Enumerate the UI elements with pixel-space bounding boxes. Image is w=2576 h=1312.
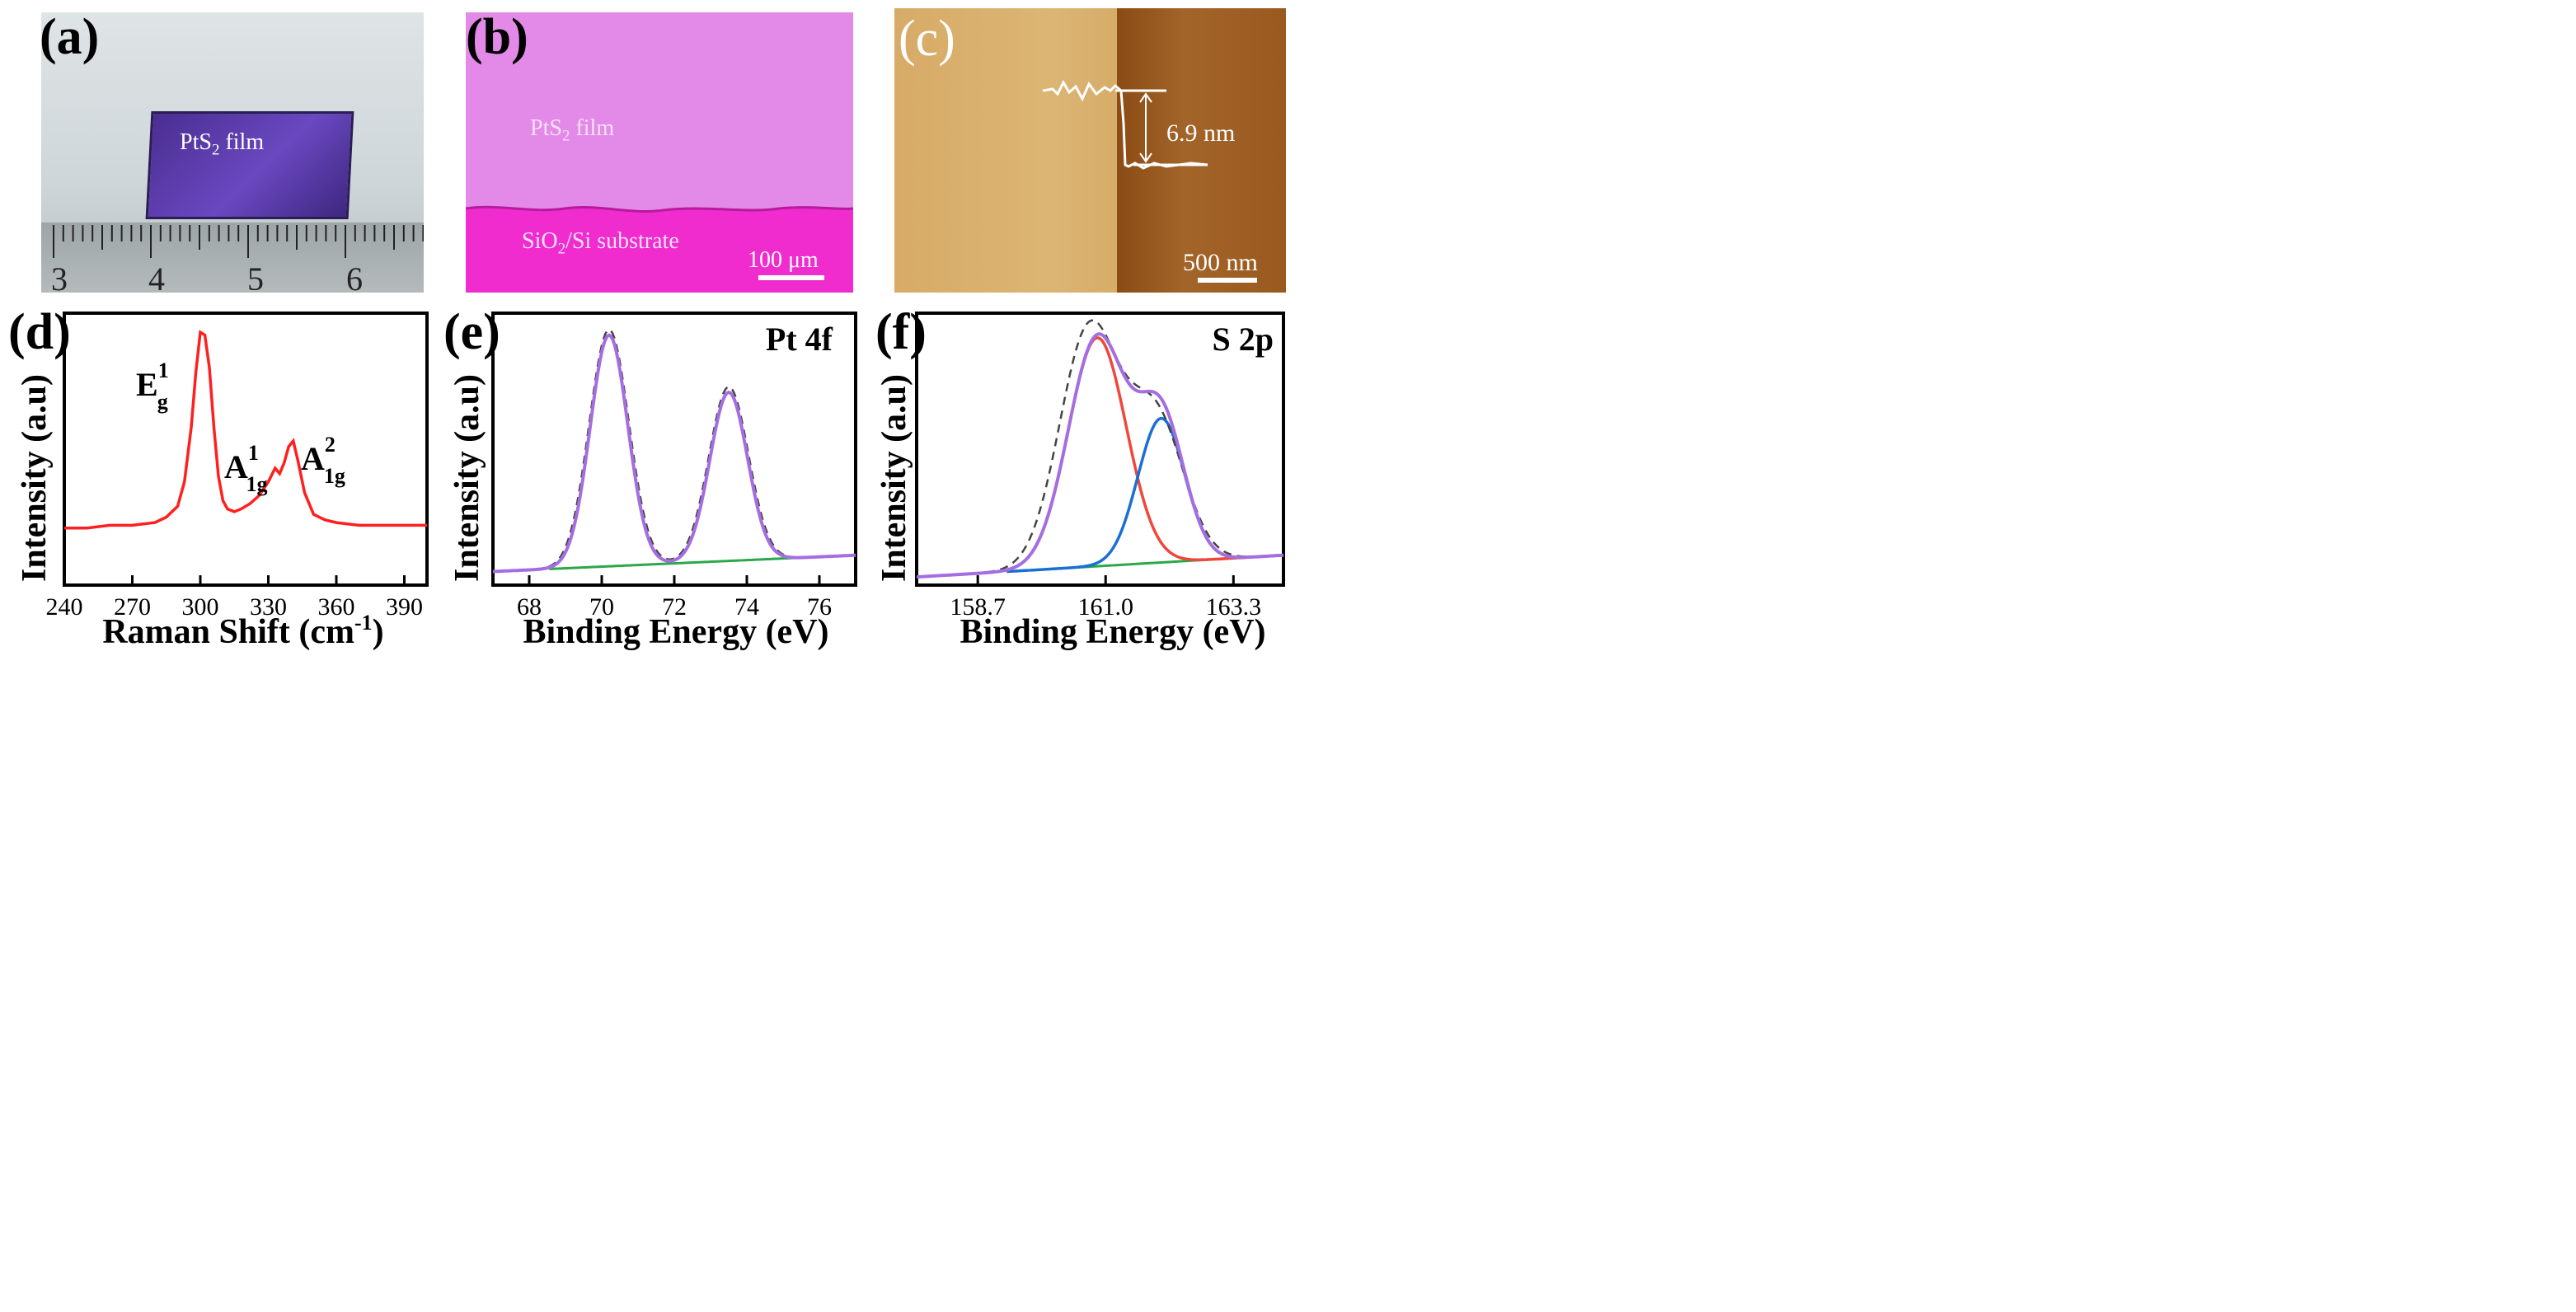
x-tick-label: 163.3: [1206, 593, 1262, 621]
scale-bar-label: 100 μm: [748, 247, 819, 273]
x-tick-label: 330: [250, 593, 287, 621]
y-axis-label: Intensity (a.u): [16, 374, 54, 582]
element-label: Pt 4f: [766, 321, 833, 358]
panel-label-e: (e): [443, 304, 500, 360]
afm-height-profile: [1042, 79, 1257, 283]
peak-label-a11g: A1 1g: [224, 441, 267, 496]
x-tick-label: 70: [589, 593, 614, 621]
step-height-label: 6.9 nm: [1166, 119, 1236, 147]
ruler-number-6: 6: [346, 260, 363, 293]
x-tick-label: 390: [386, 593, 423, 621]
y-axis-label: Intensity (a.u): [875, 374, 913, 582]
film-label: PtS2 film: [180, 129, 265, 159]
scale-bar-label: 500 nm: [1183, 249, 1258, 276]
raw-data-dashed: [492, 328, 856, 573]
peak-label-a21g: A2 1g: [301, 433, 345, 488]
x-tick-label: 240: [46, 593, 83, 621]
afm-image: 6.9 nm 500 nm: [894, 8, 1286, 293]
panel-label-c: (c): [899, 11, 955, 67]
element-label: S 2p: [1213, 321, 1274, 358]
raw-data-dashed: [916, 319, 1284, 579]
peak-label-e1g: E1 g: [136, 358, 169, 414]
x-tick-label: 76: [807, 593, 832, 621]
ruler-number-4: 4: [148, 260, 165, 293]
x-tick-label: 300: [182, 593, 219, 621]
plot-frame: [915, 312, 1285, 587]
raman-chart: 240 270 300 330 360 390 Intensity (a.u) Raman…: [16, 312, 429, 651]
ruler-number-3: 3: [51, 260, 68, 293]
optical-image: PtS2 film SiO2/Si substrate 100 μm: [466, 12, 853, 293]
substrate-label: SiO2/Si substrate: [522, 228, 679, 258]
ruler-number-5: 5: [247, 260, 264, 293]
film-label: PtS2 film: [530, 115, 615, 145]
y-axis-label: Intensity (a.u): [448, 374, 486, 582]
x-tick-label: 74: [734, 593, 759, 621]
panel-label-b: (b): [466, 9, 528, 65]
pt4f-chart: 68 70 72 74 76 Pt 4f Intensity (a.u) Binding…: [448, 312, 857, 651]
s2p-chart: 158.7 161.0 163.3 S 2p Intensity (a.u) Bin…: [875, 312, 1285, 651]
photo-film-on-ruler: 3 4 5 6 PtS2 film: [41, 12, 424, 293]
x-tick-label: 270: [114, 593, 151, 621]
fit-envelope: [492, 333, 856, 574]
x-axis-label: Binding Energy (eV): [960, 613, 1265, 651]
plot-frame: [63, 312, 429, 587]
x-tick-label: 72: [662, 593, 687, 621]
x-tick-label: 161.0: [1077, 593, 1133, 621]
x-tick-label: 68: [517, 593, 542, 621]
x-tick-label: 360: [318, 593, 355, 621]
panel-label-a: (a): [40, 9, 100, 65]
ruler: [41, 223, 424, 293]
raman-spectrum: [64, 330, 427, 530]
fit-peak-s2p1-2: [1006, 416, 1284, 574]
substrate-region: [466, 205, 853, 293]
x-tick-label: 158.7: [950, 593, 1006, 621]
ruler-ticks: [53, 225, 424, 258]
x-axis-label: Binding Energy (eV): [523, 613, 828, 651]
pts2-film-sample: [145, 111, 354, 219]
fit-envelope: [916, 332, 1284, 579]
panel-label-d: (d): [8, 304, 71, 360]
x-axis-label: Raman Shift (cm-1): [102, 611, 383, 651]
